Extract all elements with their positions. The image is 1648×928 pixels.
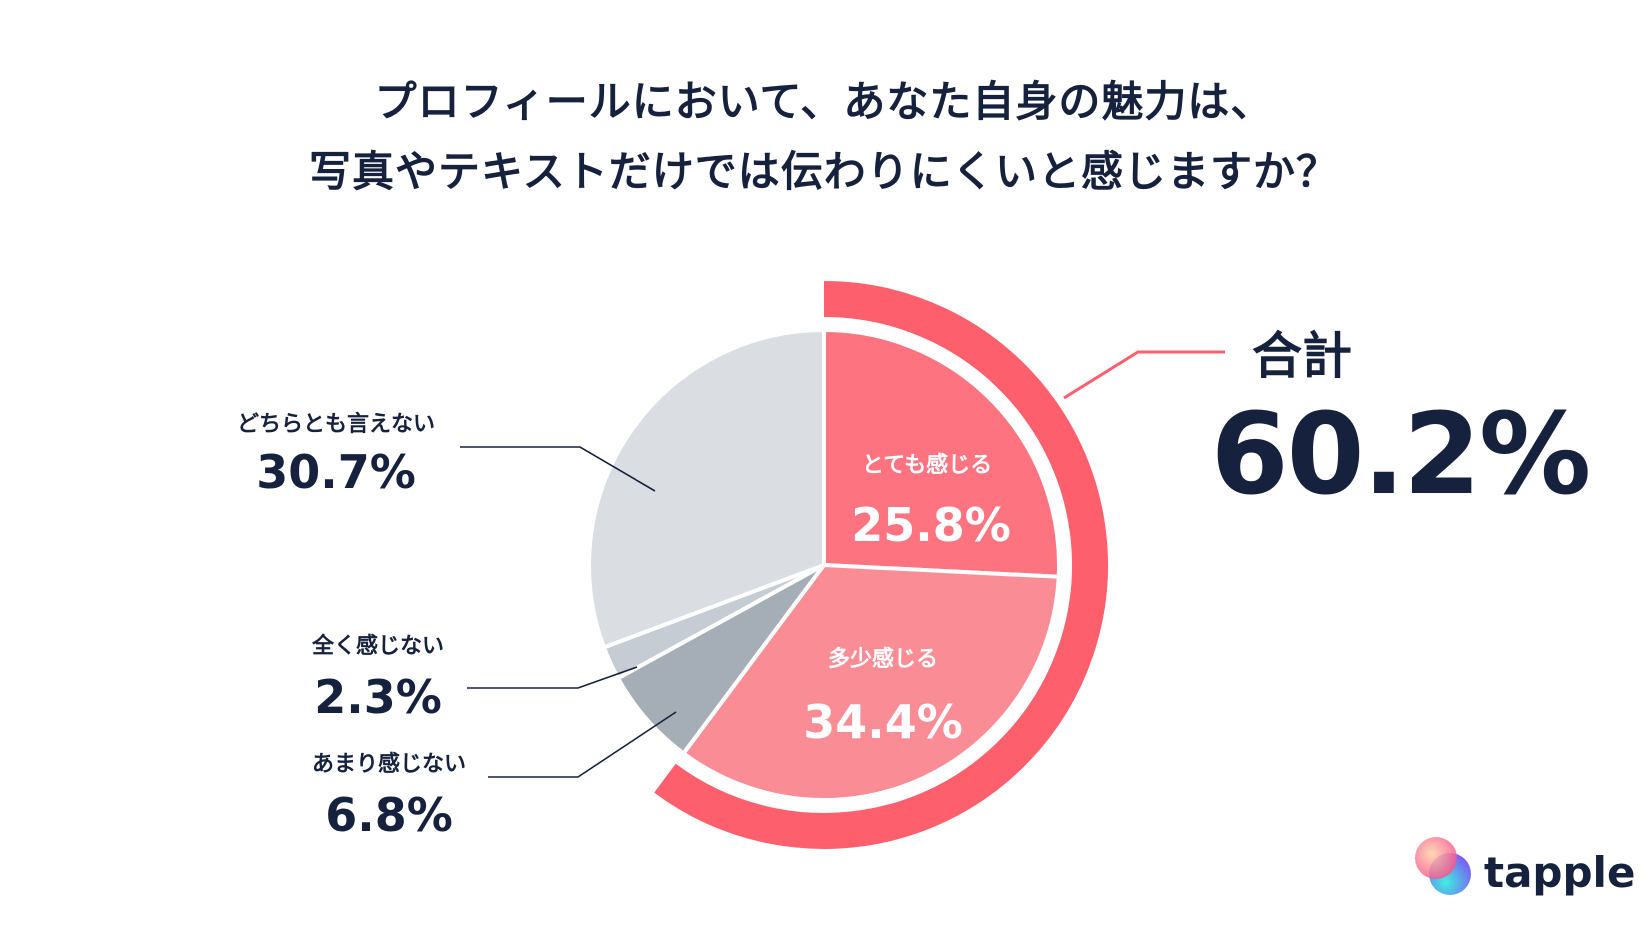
total-arc (654, 281, 1108, 849)
chart-title-line-1: プロフィールにおいて、あなた自身の魅力は、 (374, 77, 1274, 126)
slice-value-not-much: 6.8% (325, 788, 453, 842)
pie-slice-4 (587, 328, 826, 650)
slice-value-neutral: 30.7% (256, 445, 416, 499)
slice-value-not-at-all: 2.3% (314, 670, 442, 724)
slice-label-very: とても感じる (861, 453, 993, 478)
chart-title-line-2: 写真やテキストだけでは伝わりにくいと感じますか？ (309, 147, 1339, 196)
slice-label-somewhat: 多少感じる (827, 647, 939, 672)
total-value: 60.2% (1210, 390, 1592, 520)
logo-circle-pink (1415, 837, 1457, 879)
pie-slice-0 (822, 328, 1061, 579)
leader-line-neutral (460, 446, 656, 492)
slice-value-very: 25.8% (851, 498, 1011, 552)
brand-logo-text: tapple (1484, 848, 1636, 897)
leader-line-not-much (488, 711, 677, 778)
slice-value-somewhat: 34.4% (803, 695, 963, 749)
pie-slice-1 (681, 563, 1061, 802)
slice-label-not-at-all: 全く感じない (311, 634, 445, 659)
slice-label-neutral: どちらとも言えない (236, 412, 436, 437)
slice-label-not-much: あまり感じない (311, 752, 467, 777)
leader-line-not-at-all (467, 666, 638, 689)
total-leader-line (1063, 350, 1225, 400)
total-label: 合計 (1252, 327, 1352, 385)
